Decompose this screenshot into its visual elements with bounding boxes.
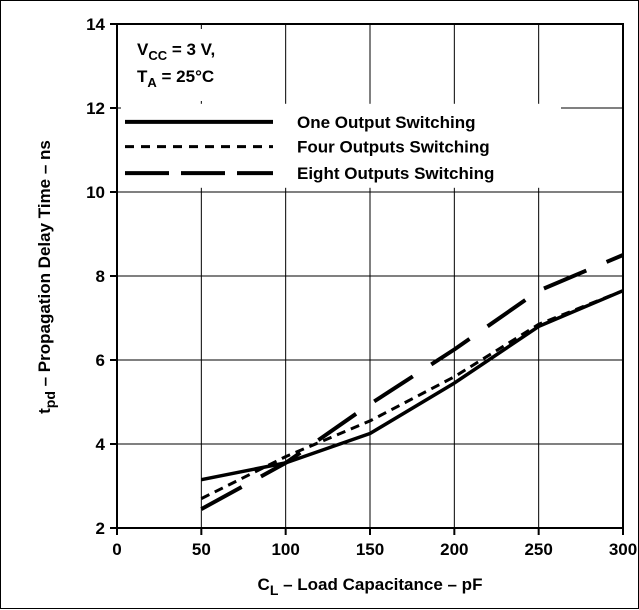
y-axis-label: tpd – Propagation Delay Time – ns <box>35 140 58 414</box>
y-tick-label-8: 8 <box>96 267 105 286</box>
y-tick-label-6: 6 <box>96 351 105 370</box>
series-line-one-output <box>200 289 624 482</box>
legend: One Output Switching Four Outputs Switch… <box>121 103 561 188</box>
legend-label-eight-outputs: Eight Outputs Switching <box>297 164 494 183</box>
condition-ta: TA = 25°C <box>137 67 214 90</box>
condition-vcc: VCC = 3 V, <box>137 40 215 63</box>
x-tick-label-300: 300 <box>609 540 637 559</box>
x-tick-label-150: 150 <box>356 540 384 559</box>
legend-label-one-output: One Output Switching <box>297 113 475 132</box>
x-tick-label-250: 250 <box>524 540 552 559</box>
y-tick-label-10: 10 <box>86 183 105 202</box>
y-tick-label-2: 2 <box>96 519 105 538</box>
legend-label-four-outputs: Four Outputs Switching <box>297 138 490 157</box>
x-tick-label-100: 100 <box>271 540 299 559</box>
x-tick-label-0: 0 <box>112 540 121 559</box>
x-tick-label-200: 200 <box>440 540 468 559</box>
conditions-box <box>125 29 275 101</box>
y-tick-label-4: 4 <box>96 435 106 454</box>
x-tick-label-50: 50 <box>192 540 211 559</box>
series-line-eight-outputs <box>200 253 624 511</box>
series-line-four-outputs <box>200 289 624 500</box>
test-conditions: VCC = 3 V, TA = 25°C <box>125 29 275 101</box>
y-tick-label-12: 12 <box>86 99 105 118</box>
y-tick-label-14: 14 <box>86 15 105 34</box>
x-axis-label: CL – Load Capacitance – pF <box>258 575 483 598</box>
